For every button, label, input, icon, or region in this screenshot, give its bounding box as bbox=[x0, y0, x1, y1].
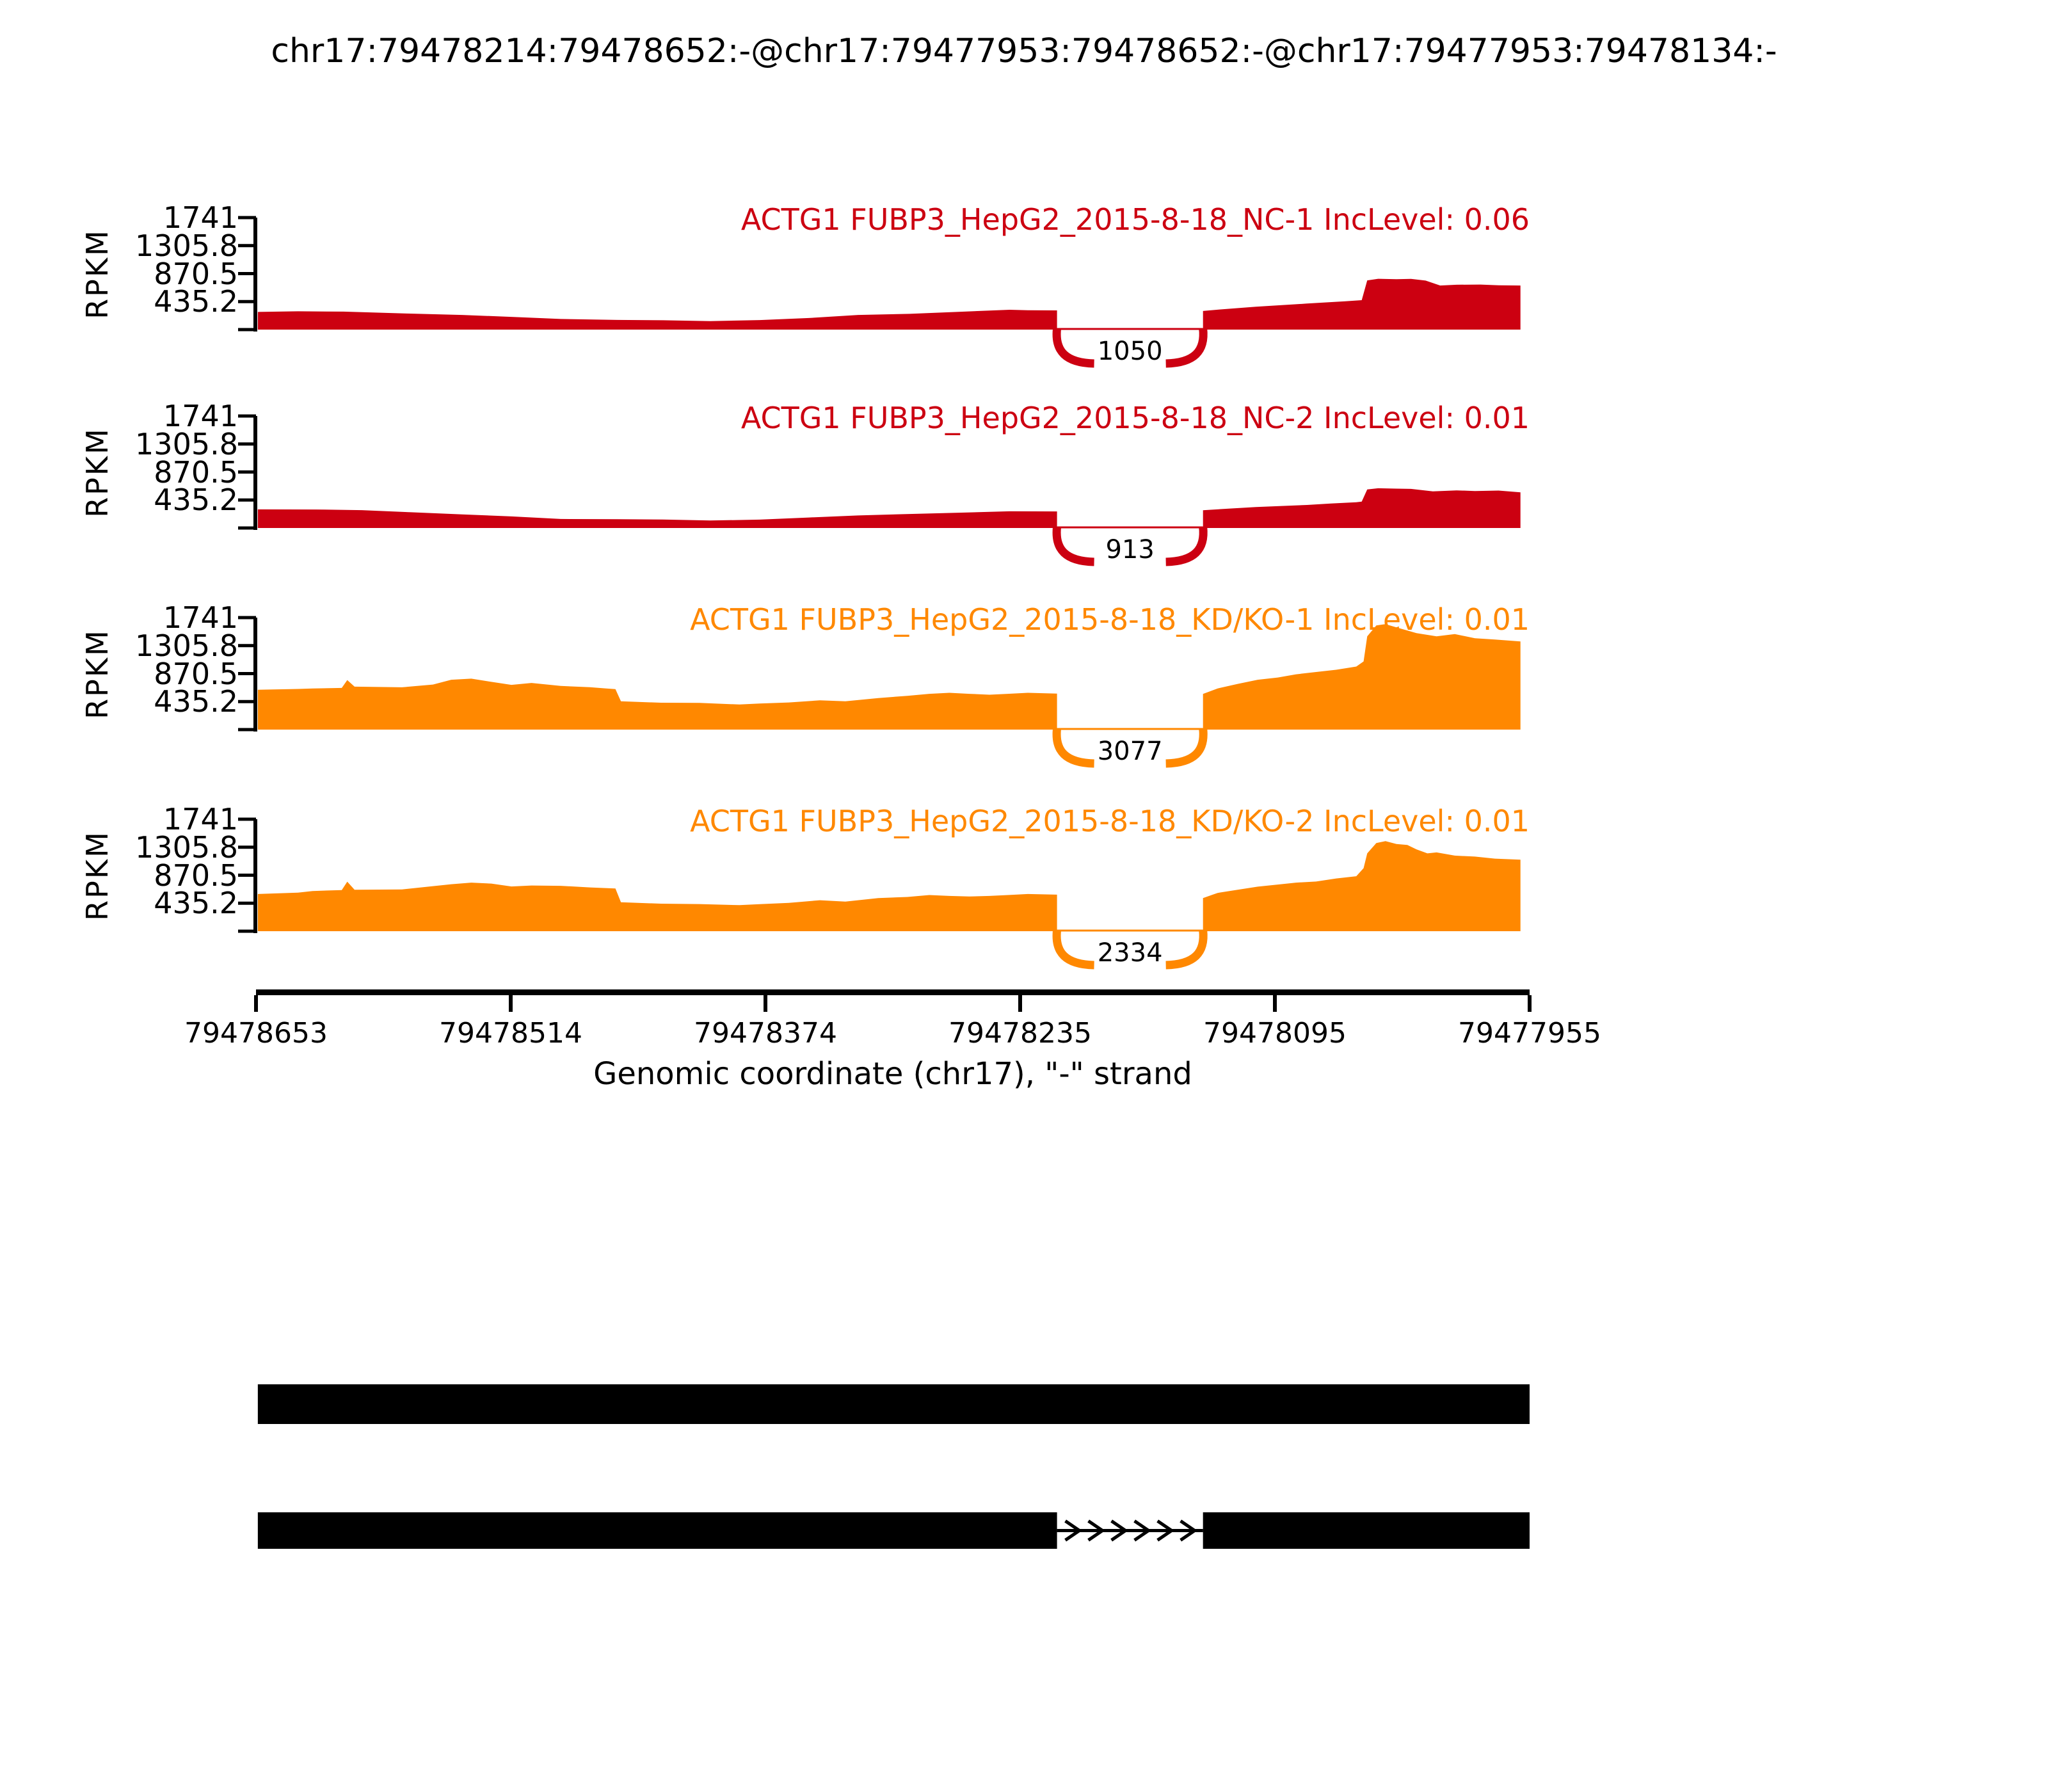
x-axis-tick bbox=[254, 995, 258, 1012]
y-axis-title: RPKM bbox=[80, 628, 115, 719]
coverage-fill-right bbox=[1203, 624, 1521, 730]
y-tick-label: 1741 bbox=[163, 399, 238, 433]
gene-exon bbox=[257, 1384, 1530, 1424]
track-title-kdko1: ACTG1 FUBP3_HepG2_2015-8-18_KD/KO-1 IncL… bbox=[690, 602, 1530, 637]
y-axis-tick bbox=[238, 414, 256, 418]
junction-read-count: 2334 bbox=[1097, 938, 1163, 968]
coverage-fill-left bbox=[257, 509, 1057, 528]
y-axis-tick bbox=[238, 874, 256, 877]
coverage-fill-left bbox=[257, 881, 1057, 931]
y-tick-label: 870.5 bbox=[154, 256, 238, 291]
strand-arrow-icon bbox=[1180, 1519, 1198, 1542]
junction-arc-right bbox=[1165, 328, 1208, 368]
track-title-nc1: ACTG1 FUBP3_HepG2_2015-8-18_NC-1 IncLeve… bbox=[740, 202, 1530, 237]
junction-arc-left bbox=[1052, 526, 1094, 566]
x-axis-tick bbox=[764, 995, 767, 1012]
y-tick-label: 435.2 bbox=[154, 284, 238, 319]
y-axis-tick bbox=[238, 272, 256, 275]
track-title-nc2: ACTG1 FUBP3_HepG2_2015-8-18_NC-2 IncLeve… bbox=[740, 401, 1530, 435]
y-axis-tick bbox=[238, 300, 256, 303]
gene-exon bbox=[257, 1512, 1057, 1549]
y-axis-tick bbox=[238, 817, 256, 821]
y-axis-tick bbox=[238, 644, 256, 648]
y-tick-label: 1305.8 bbox=[135, 426, 238, 461]
junction-read-count: 1050 bbox=[1097, 337, 1163, 366]
x-axis-title: Genomic coordinate (chr17), "-" strand bbox=[593, 1056, 1192, 1092]
gene-exon bbox=[1203, 1512, 1530, 1549]
y-axis-title: RPKM bbox=[80, 426, 115, 518]
y-tick-label: 870.5 bbox=[154, 656, 238, 691]
y-axis-tick bbox=[238, 526, 256, 530]
x-axis-line bbox=[256, 989, 1530, 995]
y-axis-title: RPKM bbox=[80, 228, 115, 319]
coverage-fill-left bbox=[257, 310, 1057, 330]
y-tick-label: 435.2 bbox=[154, 886, 238, 921]
junction-arc-right bbox=[1165, 728, 1208, 768]
coverage-fill-right bbox=[1203, 278, 1521, 330]
y-tick-label: 1305.8 bbox=[135, 228, 238, 263]
strand-arrow-icon bbox=[1156, 1519, 1175, 1542]
strand-arrow-icon bbox=[1110, 1519, 1129, 1542]
y-axis-tick bbox=[238, 672, 256, 675]
x-tick-label: 79478374 bbox=[694, 1017, 837, 1050]
x-tick-label: 79478653 bbox=[184, 1017, 328, 1050]
y-axis-tick bbox=[238, 442, 256, 446]
y-axis-tick bbox=[238, 498, 256, 502]
y-axis-tick bbox=[238, 901, 256, 905]
y-tick-label: 1741 bbox=[163, 802, 238, 836]
track-title-kdko2: ACTG1 FUBP3_HepG2_2015-8-18_KD/KO-2 IncL… bbox=[690, 804, 1530, 838]
junction-arc-left bbox=[1052, 728, 1094, 768]
x-tick-label: 79478235 bbox=[948, 1017, 1092, 1050]
junction-read-count: 3077 bbox=[1097, 737, 1163, 766]
strand-arrow-icon bbox=[1133, 1519, 1152, 1542]
y-axis-tick bbox=[238, 328, 256, 332]
y-tick-label: 870.5 bbox=[154, 454, 238, 490]
y-tick-label: 870.5 bbox=[154, 858, 238, 893]
strand-arrow-icon bbox=[1087, 1519, 1106, 1542]
x-axis-tick bbox=[1273, 995, 1277, 1012]
y-axis-tick bbox=[238, 845, 256, 849]
junction-read-count: 913 bbox=[1105, 535, 1155, 564]
y-axis-tick bbox=[238, 244, 256, 248]
junction-arc-left bbox=[1052, 328, 1094, 368]
y-axis-title: RPKM bbox=[80, 829, 115, 921]
y-tick-label: 1305.8 bbox=[135, 829, 238, 865]
y-tick-label: 435.2 bbox=[154, 684, 238, 719]
y-axis-tick bbox=[238, 470, 256, 474]
strand-arrow-icon bbox=[1064, 1519, 1083, 1542]
y-axis-tick bbox=[238, 616, 256, 620]
junction-arc-left bbox=[1052, 929, 1094, 970]
x-axis-tick bbox=[1528, 995, 1532, 1012]
coverage-fill-right bbox=[1203, 488, 1521, 528]
gene-intron-line bbox=[1057, 1529, 1203, 1532]
junction-gap-line bbox=[1057, 929, 1203, 932]
junction-gap-line bbox=[1057, 328, 1203, 330]
y-tick-label: 1741 bbox=[163, 600, 238, 635]
coverage-fill-right bbox=[1203, 841, 1521, 931]
y-axis-tick bbox=[238, 929, 256, 933]
y-tick-label: 435.2 bbox=[154, 483, 238, 518]
y-tick-label: 1305.8 bbox=[135, 628, 238, 663]
junction-gap-line bbox=[1057, 728, 1203, 730]
x-tick-label: 79478095 bbox=[1203, 1017, 1347, 1050]
junction-arc-right bbox=[1165, 526, 1208, 566]
junction-arc-right bbox=[1165, 929, 1208, 970]
x-tick-label: 79478514 bbox=[439, 1017, 582, 1050]
y-axis-tick bbox=[238, 216, 256, 220]
y-axis-tick bbox=[238, 728, 256, 732]
figure-title: chr17:79478214:79478652:-@chr17:79477953… bbox=[271, 32, 1777, 70]
y-axis-tick bbox=[238, 700, 256, 703]
y-tick-label: 1741 bbox=[163, 200, 238, 235]
x-axis-tick bbox=[1018, 995, 1022, 1012]
junction-gap-line bbox=[1057, 526, 1203, 529]
x-axis-tick bbox=[509, 995, 513, 1012]
x-tick-label: 79477955 bbox=[1458, 1017, 1601, 1050]
coverage-fill-left bbox=[257, 678, 1057, 730]
